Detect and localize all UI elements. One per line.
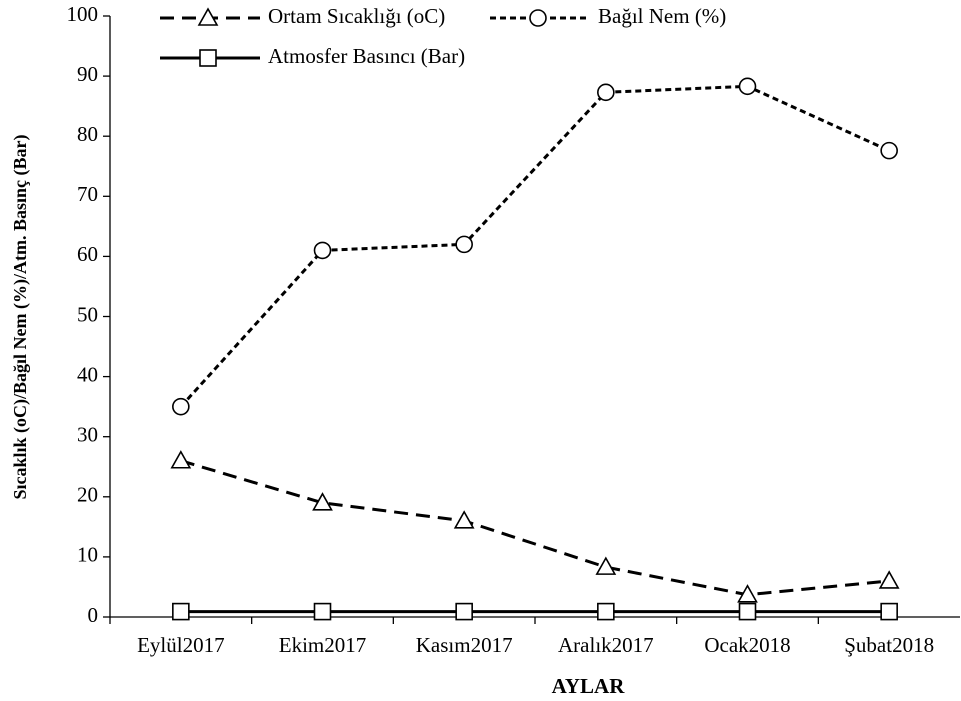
marker	[529, 9, 547, 27]
x-tick-label: Şubat2018	[844, 633, 934, 657]
y-tick-label: 50	[77, 302, 98, 326]
y-axis-label: Sıcaklık (oC)/Bağıl Nem (%)/Atm. Basınç …	[10, 135, 31, 500]
legend-label: Bağıl Nem (%)	[598, 4, 726, 28]
marker	[455, 602, 473, 621]
y-tick-label: 10	[77, 543, 98, 567]
legend-label: Ortam Sıcaklığı (oC)	[268, 4, 445, 28]
y-tick-label: 20	[77, 483, 98, 507]
marker	[455, 235, 473, 254]
marker	[880, 602, 898, 621]
marker	[313, 602, 332, 621]
marker	[313, 241, 332, 260]
y-tick-label: 0	[88, 603, 99, 627]
marker	[170, 450, 192, 469]
marker	[199, 49, 217, 67]
marker	[197, 7, 219, 26]
x-tick-label: Eylül2017	[137, 633, 225, 657]
marker	[737, 584, 758, 603]
y-tick-label: 90	[77, 62, 98, 86]
marker	[738, 602, 757, 621]
y-tick-label: 70	[77, 182, 98, 206]
series-line	[180, 459, 890, 597]
marker	[453, 510, 475, 529]
series-line	[179, 84, 890, 408]
marker	[878, 570, 900, 589]
legend-label: Atmosfer Basıncı (Bar)	[268, 44, 465, 68]
marker	[595, 556, 617, 575]
marker	[312, 492, 333, 511]
marker	[880, 141, 898, 160]
y-tick-label: 40	[77, 362, 98, 386]
y-tick-label: 80	[77, 122, 98, 146]
y-tick-label: 60	[77, 242, 98, 266]
marker	[738, 77, 757, 96]
marker	[172, 602, 190, 621]
marker	[597, 602, 615, 621]
x-tick-label: Ekim2017	[279, 633, 367, 657]
marker	[172, 397, 190, 416]
x-tick-label: Ocak2018	[704, 633, 790, 657]
x-tick-label: Kasım2017	[416, 633, 513, 657]
marker	[597, 83, 615, 102]
y-tick-label: 100	[67, 2, 99, 26]
x-tick-label: Aralık2017	[558, 633, 654, 657]
x-axis-label: AYLAR	[552, 674, 626, 698]
y-tick-label: 30	[77, 423, 98, 447]
